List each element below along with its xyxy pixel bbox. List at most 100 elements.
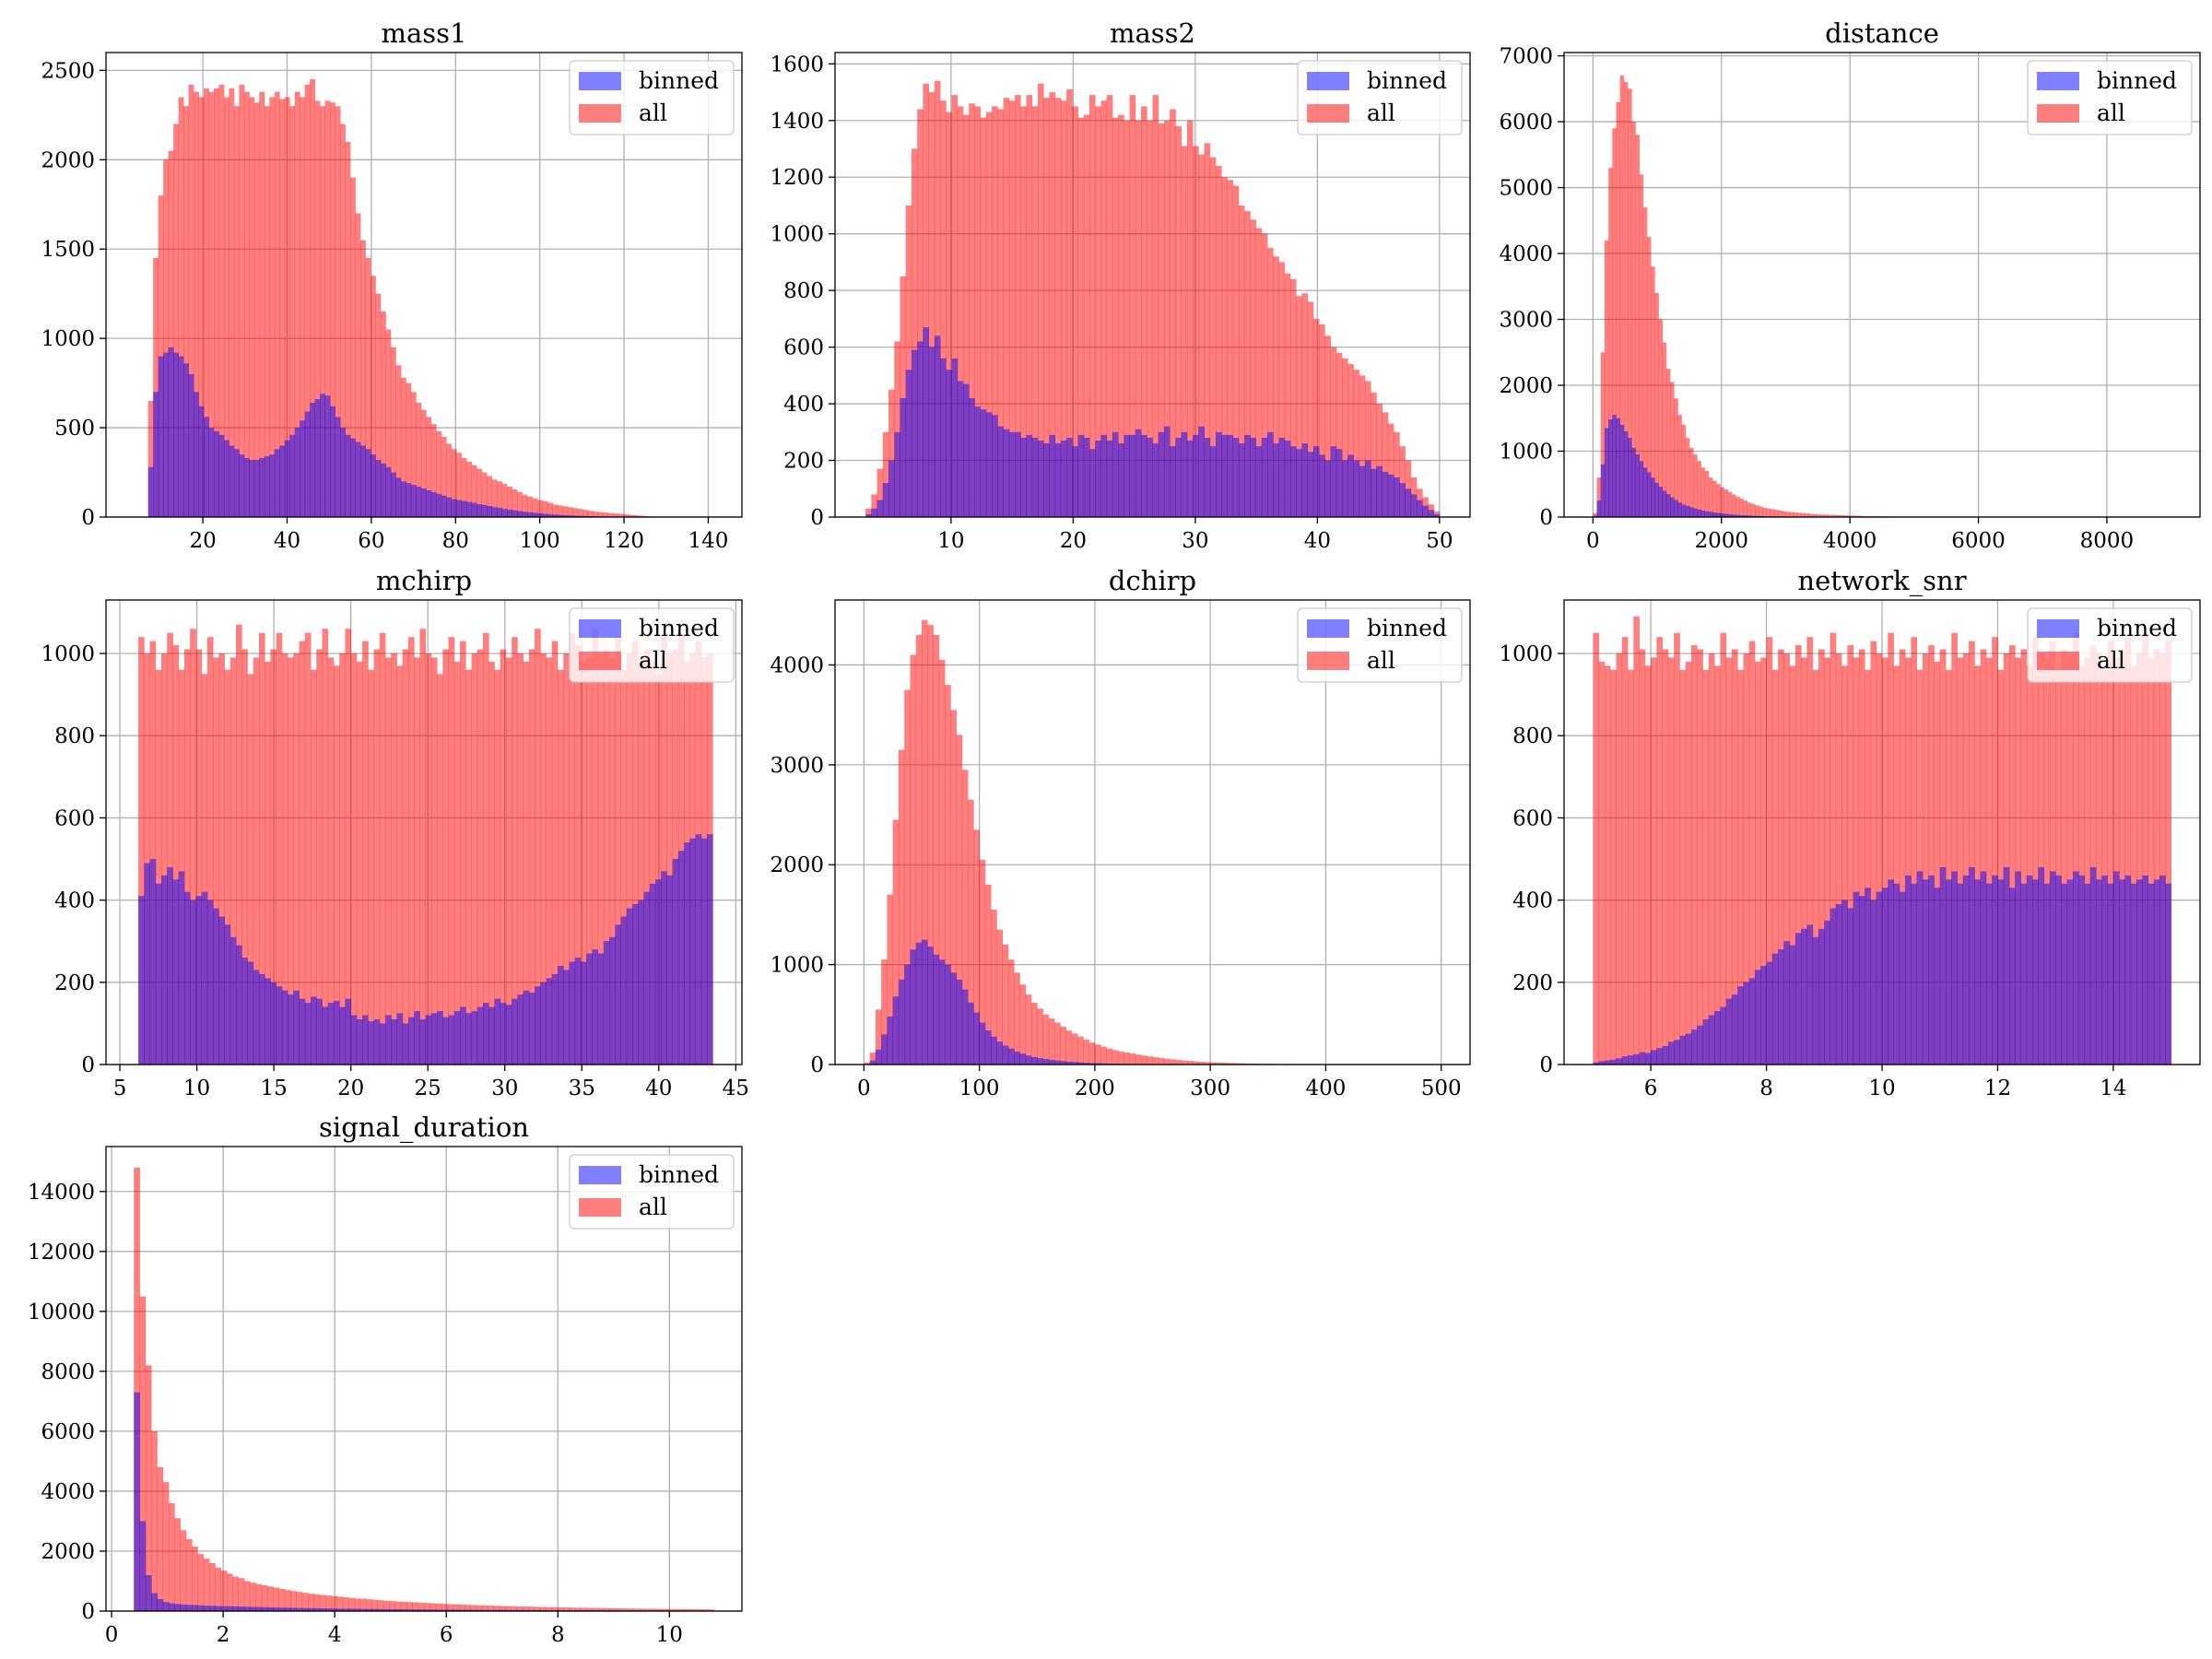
bar-binned [1731, 994, 1738, 1065]
bar-binned [1083, 437, 1090, 517]
bar-all [406, 382, 412, 517]
bar-all [370, 276, 376, 517]
bar-all [493, 1606, 500, 1611]
bar-all [1060, 1026, 1066, 1065]
y-tick-label: 14000 [28, 1181, 95, 1205]
bar-binned [218, 916, 225, 1065]
bar-binned [350, 438, 356, 517]
bar-all [1619, 76, 1625, 517]
legend-swatch-all [1307, 104, 1349, 123]
y-tick-label: 1200 [770, 166, 824, 190]
bar-all [418, 1602, 425, 1611]
bar-binned [1221, 434, 1228, 517]
bar-all [650, 1608, 657, 1611]
bar-all [497, 481, 502, 517]
bar-binned [229, 445, 235, 517]
bar-binned [956, 979, 963, 1065]
bar-binned [1778, 949, 1784, 1065]
bar-binned [991, 1036, 997, 1065]
bar-all [300, 97, 306, 517]
bar-all [1876, 653, 1883, 1065]
bar-binned [494, 998, 501, 1065]
bar-binned [359, 1608, 367, 1611]
bar-binned [1083, 1063, 1089, 1065]
bar-binned [1066, 437, 1073, 517]
bar-all [451, 449, 457, 517]
bar-binned [1387, 474, 1394, 517]
bar-all [1697, 461, 1701, 517]
bar-all [1610, 669, 1617, 1065]
bar-all [1233, 1063, 1240, 1065]
bar-binned [900, 397, 907, 517]
bar-all [597, 653, 605, 1065]
bar-all [1608, 168, 1613, 517]
bar-all [1727, 491, 1733, 517]
series-binned [138, 834, 713, 1065]
legend-label-all: all [1367, 647, 1395, 674]
bar-binned [1922, 879, 1929, 1065]
x-tick-label: 140 [688, 529, 728, 553]
bar-binned [158, 356, 164, 517]
bar-all [633, 515, 639, 517]
bar-binned [973, 1012, 980, 1065]
bar-all [2055, 669, 2062, 1065]
bar-binned [414, 1011, 420, 1065]
bar-all [1129, 1053, 1136, 1065]
bar-binned [460, 1006, 466, 1065]
bar-binned [419, 1018, 427, 1065]
bar-binned [1071, 1062, 1078, 1065]
bar-binned [1635, 454, 1640, 517]
bar-all [1296, 296, 1302, 517]
bar-all [192, 1547, 198, 1611]
bar-binned [327, 1003, 335, 1065]
bar-binned [232, 1606, 239, 1611]
bar-binned [238, 1606, 245, 1611]
bar-all [1048, 1018, 1055, 1065]
legend: binned all [569, 607, 735, 683]
bar-all [390, 347, 396, 517]
bar-binned [1621, 1056, 1629, 1065]
bar-all [331, 1595, 337, 1611]
bar-all [400, 377, 406, 517]
bar-all [366, 1599, 372, 1611]
bar-all [2032, 637, 2039, 1065]
bar-binned [299, 998, 306, 1065]
bar-binned [487, 505, 492, 517]
bar-all [220, 1571, 228, 1611]
bar-binned [1193, 434, 1199, 517]
bar-all [1755, 661, 1761, 1065]
bar-binned [1835, 904, 1842, 1065]
bar-all [1359, 375, 1366, 517]
bar-all [618, 513, 624, 517]
bar-all [273, 1587, 280, 1611]
bar-binned [558, 965, 564, 1065]
bar-all [604, 1607, 610, 1611]
bar-binned [522, 512, 528, 517]
bar-binned [1697, 509, 1701, 517]
bar-all [512, 488, 518, 517]
bar-all [940, 100, 947, 517]
bar-binned [153, 392, 159, 517]
bar-all [1060, 100, 1067, 517]
bar-all [1387, 423, 1394, 517]
bar-binned [1677, 502, 1682, 517]
x-tick-label: 5 [113, 1077, 127, 1100]
bar-all [1616, 653, 1623, 1065]
bar-all [168, 150, 174, 517]
bar-binned [139, 1521, 147, 1611]
bar-all [1025, 994, 1032, 1065]
bar-binned [226, 1606, 233, 1611]
bar-all [1770, 509, 1775, 517]
bar-all [569, 1607, 576, 1611]
bar-binned [1939, 866, 1947, 1065]
bar-all [528, 1606, 535, 1611]
bar-binned [188, 373, 194, 517]
bar-all [915, 634, 923, 1065]
bar-binned [1905, 875, 1912, 1065]
bar-all [1962, 653, 1970, 1065]
y-tick-label: 600 [1512, 806, 1553, 830]
bar-all [875, 1009, 882, 1065]
bar-all [466, 461, 473, 517]
series-binned [1593, 415, 1879, 517]
bar-all [470, 1605, 477, 1611]
